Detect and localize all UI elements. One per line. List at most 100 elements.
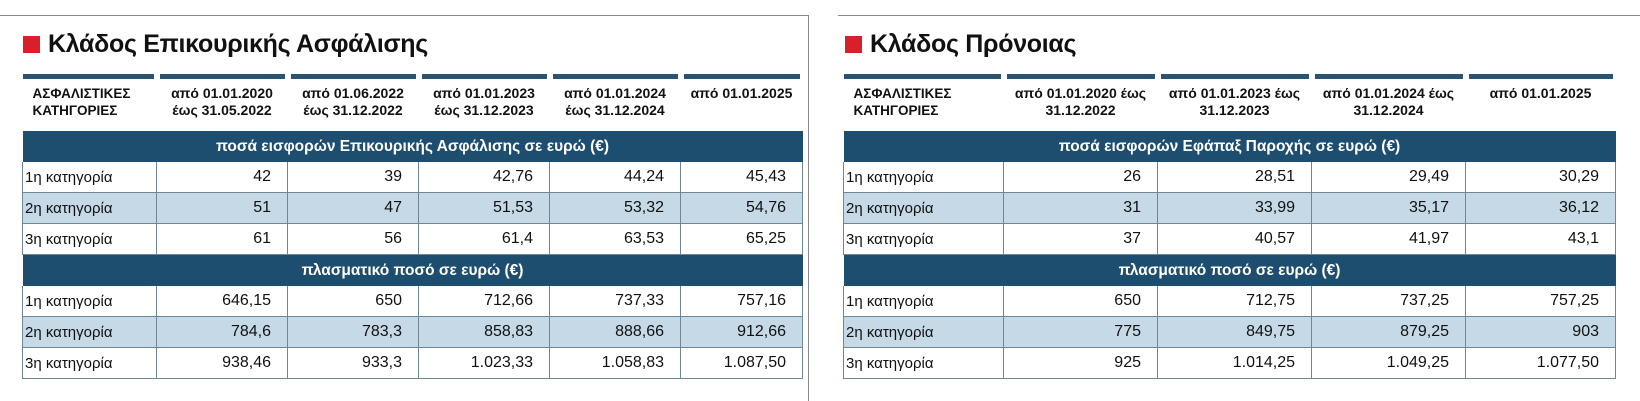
value-cell: 54,76	[680, 192, 803, 224]
value-cell: 783,3	[287, 316, 419, 348]
value-cell: 28,51	[1157, 162, 1312, 193]
header-row: ΑΣΦΑΛΙΣΤΙΚΕΣ ΚΑΤΗΓΟΡΙΕΣ από 01.01.2020 έω…	[843, 74, 1616, 131]
value-cell: 650	[287, 286, 419, 317]
section-band: πλασματικό ποσό σε ευρώ (€)	[22, 254, 803, 286]
value-cell: 31	[1003, 192, 1158, 224]
section-band: ποσά εισφορών Επικουρικής Ασφάλισης σε ε…	[22, 131, 803, 162]
value-cell: 888,66	[549, 316, 681, 348]
value-cell: 712,75	[1157, 286, 1312, 317]
category-label: 1η κατηγορία	[843, 286, 1004, 317]
value-cell: 61,4	[418, 223, 550, 255]
category-label: 2η κατηγορία	[22, 192, 157, 224]
category-header: ΑΣΦΑΛΙΣΤΙΚΕΣ ΚΑΤΗΓΟΡΙΕΣ	[843, 74, 1001, 131]
value-cell: 47	[287, 192, 419, 224]
red-square-icon	[845, 36, 862, 53]
period-header: από 01.01.2024 έως 31.12.2024	[1314, 74, 1463, 131]
period-header: από 01.01.2025	[1468, 74, 1613, 131]
table-row: 1η κατηγορία 646,15 650 712,66 737,33 757,16	[22, 286, 803, 317]
value-cell: 849,75	[1157, 316, 1312, 348]
value-cell: 30,29	[1465, 162, 1616, 193]
left-panel-title: Κλάδος Επικουρικής Ασφάλισης	[23, 30, 428, 59]
period-header: από 01.01.2020 έως 31.05.2022	[159, 74, 285, 131]
category-label: 1η κατηγορία	[843, 162, 1004, 193]
category-label: 3η κατηγορία	[843, 347, 1004, 379]
value-cell: 33,99	[1157, 192, 1312, 224]
right-table: ΑΣΦΑΛΙΣΤΙΚΕΣ ΚΑΤΗΓΟΡΙΕΣ από 01.01.2020 έω…	[843, 74, 1616, 379]
table-row: 2η κατηγορία 51 47 51,53 53,32 54,76	[22, 192, 803, 224]
value-cell: 1.087,50	[680, 347, 803, 379]
value-cell: 933,3	[287, 347, 419, 379]
value-cell: 879,25	[1311, 316, 1466, 348]
value-cell: 37	[1003, 223, 1158, 255]
value-cell: 737,33	[549, 286, 681, 317]
table-row: 1η κατηγορία 26 28,51 29,49 30,29	[843, 162, 1616, 193]
value-cell: 36,12	[1465, 192, 1616, 224]
category-header: ΑΣΦΑΛΙΣΤΙΚΕΣ ΚΑΤΗΓΟΡΙΕΣ	[22, 74, 154, 131]
table-row: 1η κατηγορία 650 712,75 737,25 757,25	[843, 286, 1616, 317]
table-row: 1η κατηγορία 42 39 42,76 44,24 45,43	[22, 162, 803, 193]
value-cell: 903	[1465, 316, 1616, 348]
value-cell: 646,15	[156, 286, 288, 317]
table-row: 3η κατηγορία 938,46 933,3 1.023,33 1.058,83 1…	[22, 347, 803, 379]
period-header: από 01.01.2025	[683, 74, 800, 131]
value-cell: 925	[1003, 347, 1158, 379]
value-cell: 29,49	[1311, 162, 1466, 193]
value-cell: 757,16	[680, 286, 803, 317]
top-rule-left	[0, 15, 808, 16]
section-title: ποσά εισφορών Επικουρικής Ασφάλισης σε ε…	[22, 131, 803, 162]
period-header: από 01.01.2024 έως 31.12.2024	[552, 74, 678, 131]
section-title: πλασματικό ποσό σε ευρώ (€)	[22, 254, 803, 286]
value-cell: 42,76	[418, 162, 550, 193]
section-band: ποσά εισφορών Εφάπαξ Παροχής σε ευρώ (€)	[843, 131, 1616, 162]
value-cell: 42	[156, 162, 288, 193]
table-row: 3η κατηγορία 925 1.014,25 1.049,25 1.077,50	[843, 347, 1616, 379]
value-cell: 1.049,25	[1311, 347, 1466, 379]
value-cell: 26	[1003, 162, 1158, 193]
category-label: 2η κατηγορία	[843, 192, 1004, 224]
category-label: 2η κατηγορία	[843, 316, 1004, 348]
value-cell: 63,53	[549, 223, 681, 255]
value-cell: 938,46	[156, 347, 288, 379]
value-cell: 650	[1003, 286, 1158, 317]
table-row: 2η κατηγορία 784,6 783,3 858,83 888,66 912,66	[22, 316, 803, 348]
value-cell: 757,25	[1465, 286, 1616, 317]
value-cell: 65,25	[680, 223, 803, 255]
value-cell: 56	[287, 223, 419, 255]
value-cell: 51	[156, 192, 288, 224]
table-row: 2η κατηγορία 31 33,99 35,17 36,12	[843, 192, 1616, 224]
section-title: πλασματικό ποσό σε ευρώ (€)	[843, 254, 1616, 286]
period-header: από 01.06.2022 έως 31.12.2022	[290, 74, 416, 131]
value-cell: 51,53	[418, 192, 550, 224]
value-cell: 35,17	[1311, 192, 1466, 224]
category-label: 1η κατηγορία	[22, 286, 157, 317]
value-cell: 41,97	[1311, 223, 1466, 255]
category-label: 3η κατηγορία	[22, 347, 157, 379]
value-cell: 40,57	[1157, 223, 1312, 255]
left-panel-divider	[808, 15, 809, 401]
category-label: 3η κατηγορία	[843, 223, 1004, 255]
period-header: από 01.01.2023 έως 31.12.2023	[1160, 74, 1309, 131]
table-row: 2η κατηγορία 775 849,75 879,25 903	[843, 316, 1616, 348]
right-panel-title: Κλάδος Πρόνοιας	[845, 30, 1076, 59]
value-cell: 39	[287, 162, 419, 193]
value-cell: 737,25	[1311, 286, 1466, 317]
value-cell: 53,32	[549, 192, 681, 224]
value-cell: 1.014,25	[1157, 347, 1312, 379]
value-cell: 1.023,33	[418, 347, 550, 379]
value-cell: 912,66	[680, 316, 803, 348]
value-cell: 44,24	[549, 162, 681, 193]
right-title-text: Κλάδος Πρόνοιας	[870, 30, 1077, 58]
left-title-text: Κλάδος Επικουρικής Ασφάλισης	[48, 30, 428, 58]
category-label: 2η κατηγορία	[22, 316, 157, 348]
section-band: πλασματικό ποσό σε ευρώ (€)	[843, 254, 1616, 286]
value-cell: 712,66	[418, 286, 550, 317]
value-cell: 784,6	[156, 316, 288, 348]
top-rule-right	[838, 15, 1640, 16]
value-cell: 1.077,50	[1465, 347, 1616, 379]
category-label: 1η κατηγορία	[22, 162, 157, 193]
value-cell: 43,1	[1465, 223, 1616, 255]
value-cell: 858,83	[418, 316, 550, 348]
header-row: ΑΣΦΑΛΙΣΤΙΚΕΣ ΚΑΤΗΓΟΡΙΕΣ από 01.01.2020 έω…	[22, 74, 803, 131]
left-table: ΑΣΦΑΛΙΣΤΙΚΕΣ ΚΑΤΗΓΟΡΙΕΣ από 01.01.2020 έω…	[22, 74, 803, 379]
period-header: από 01.01.2020 έως 31.12.2022	[1006, 74, 1155, 131]
